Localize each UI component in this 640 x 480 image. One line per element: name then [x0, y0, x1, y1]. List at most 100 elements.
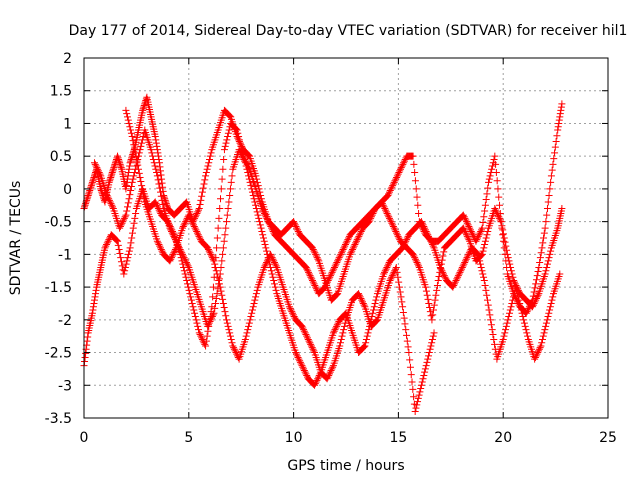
data-point-interp: [467, 227, 475, 235]
data-point: [529, 303, 537, 311]
data-point-interp: [368, 211, 376, 219]
data-point-interp: [403, 234, 411, 242]
data-point-interp: [381, 267, 389, 275]
data-point-interp: [294, 353, 302, 361]
data-point-interp: [370, 303, 378, 311]
data-point: [88, 178, 96, 186]
data-point-interp: [203, 332, 211, 340]
data-point-interp: [209, 283, 217, 291]
data-point-interp: [406, 363, 414, 371]
data-point-interp: [167, 226, 175, 234]
data-point-interp: [496, 201, 504, 209]
data-point-interp: [262, 213, 270, 221]
data-point-interp: [327, 272, 335, 280]
data-point-interp: [533, 272, 541, 280]
data-point-interp: [492, 206, 500, 214]
data-point-interp: [198, 335, 206, 343]
data-point-interp: [543, 263, 551, 271]
data-point-interp: [418, 219, 426, 227]
data-point-interp: [466, 226, 474, 234]
data-point-interp: [475, 231, 483, 239]
data-point-interp: [523, 308, 531, 316]
data-point: [151, 133, 159, 141]
data-point-interp: [312, 252, 320, 260]
data-point-interp: [196, 331, 204, 339]
data-point: [97, 185, 105, 193]
data-point-interp: [488, 165, 496, 173]
y-tick-label: 2: [63, 51, 72, 67]
data-point-interp: [85, 188, 93, 196]
data-point-interp: [500, 332, 508, 340]
data-point-interp: [356, 231, 364, 239]
data-point-interp: [213, 234, 221, 242]
data-point-interp: [199, 184, 207, 192]
data-point-interp: [117, 164, 125, 172]
data-point: [365, 218, 373, 226]
data-point-interp: [268, 270, 276, 278]
data-point-interp: [401, 320, 409, 328]
data-point-interp: [385, 213, 393, 221]
data-point-interp: [303, 265, 311, 273]
data-point: [103, 191, 111, 199]
data-point-interp: [481, 241, 489, 249]
data-point-interp: [270, 277, 278, 285]
data-point: [114, 152, 122, 160]
data-point-interp: [303, 371, 311, 379]
data-point-interp: [219, 299, 227, 307]
data-point-interp: [253, 178, 261, 186]
data-point-interp: [241, 157, 249, 165]
data-point-interp: [139, 133, 147, 141]
data-point-interp: [221, 231, 229, 239]
data-point-interp: [88, 180, 96, 188]
data-point-interp: [255, 214, 263, 222]
data-point-interp: [306, 272, 314, 280]
data-point: [323, 375, 331, 383]
data-point-interp: [400, 159, 408, 167]
data-point-interp: [312, 283, 320, 291]
data-point-interp: [195, 232, 203, 240]
data-point: [153, 237, 161, 245]
data-point-interp: [303, 332, 311, 340]
data-point-interp: [396, 288, 404, 296]
data-point-interp: [382, 265, 390, 273]
data-point-interp: [532, 280, 540, 288]
data-point-interp: [419, 375, 427, 383]
data-point-interp: [507, 263, 515, 271]
data-point-interp: [209, 255, 217, 263]
data-point-interp: [244, 326, 252, 334]
data-point-interp: [524, 306, 532, 314]
data-point-interp: [488, 162, 496, 170]
data-point-interp: [535, 345, 543, 353]
data-point-interp: [506, 260, 514, 268]
data-point-interp: [256, 221, 264, 229]
data-point-interp: [542, 319, 550, 327]
data-point-interp: [412, 185, 420, 193]
data-point-interp: [223, 211, 231, 219]
data-point-interp: [247, 313, 255, 321]
data-point-interp: [81, 201, 89, 209]
data-point-interp: [427, 312, 435, 320]
data-point-interp: [206, 152, 214, 160]
data-point-interp: [552, 137, 560, 145]
data-point-interp: [408, 378, 416, 386]
data-point-interp: [92, 286, 100, 294]
data-point-interp: [511, 280, 519, 288]
data-point-interp: [211, 260, 219, 268]
data-point-interp: [194, 326, 202, 334]
data-point: [202, 342, 210, 350]
data-point-interp: [479, 270, 487, 278]
data-point-interp: [231, 124, 239, 132]
data-point-interp: [546, 250, 554, 258]
data-point-interp: [126, 123, 134, 131]
data-point-interp: [507, 303, 515, 311]
data-point-interp: [109, 203, 117, 211]
data-point-interp: [253, 286, 261, 294]
x-tick-label: 5: [184, 430, 193, 446]
data-point-interp: [203, 165, 211, 173]
data-point-interp: [314, 255, 322, 263]
data-point: [233, 126, 241, 134]
data-point-interp: [417, 385, 425, 393]
data-point-interp: [215, 214, 223, 222]
data-point-interp: [230, 345, 238, 353]
data-point-interp: [336, 252, 344, 260]
